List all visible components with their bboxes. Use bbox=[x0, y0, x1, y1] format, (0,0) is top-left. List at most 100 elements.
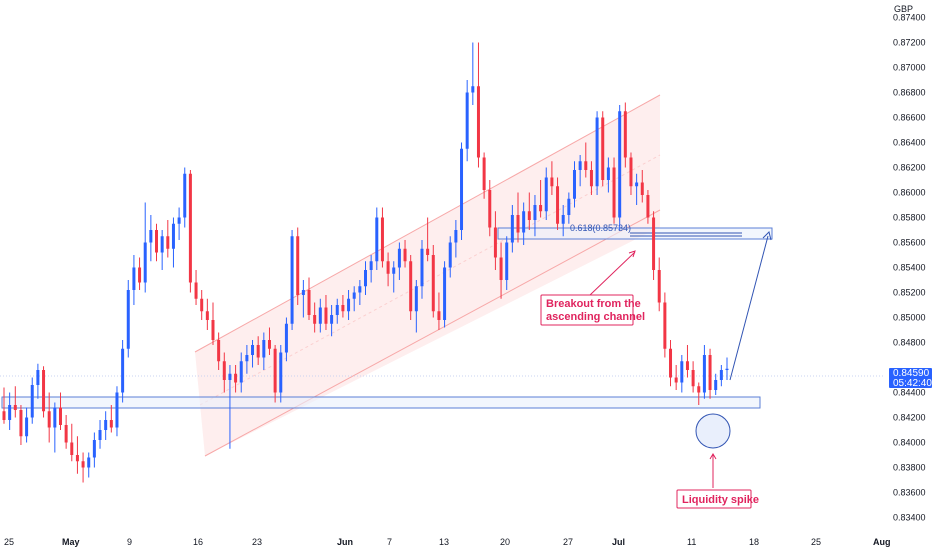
candle-body[interactable] bbox=[437, 311, 441, 320]
candle-body[interactable] bbox=[200, 298, 204, 312]
candle-body[interactable] bbox=[13, 405, 17, 410]
candle-body[interactable] bbox=[64, 425, 68, 443]
candle-body[interactable] bbox=[567, 198, 571, 215]
liquidity-label-box[interactable] bbox=[676, 489, 752, 509]
candle-body[interactable] bbox=[646, 195, 650, 218]
candle-body[interactable] bbox=[578, 161, 582, 170]
candle-body[interactable] bbox=[601, 117, 605, 181]
candle-body[interactable] bbox=[132, 267, 136, 291]
price-axis[interactable] bbox=[884, 0, 932, 530]
candle-body[interactable] bbox=[290, 236, 294, 324]
candle-body[interactable] bbox=[183, 173, 187, 218]
support-zone[interactable] bbox=[1, 396, 761, 409]
candle-body[interactable] bbox=[245, 355, 249, 362]
candle-body[interactable] bbox=[612, 167, 616, 218]
candle-body[interactable] bbox=[584, 161, 588, 170]
candle-body[interactable] bbox=[493, 227, 497, 258]
candle-body[interactable] bbox=[296, 236, 300, 295]
candle-body[interactable] bbox=[595, 117, 599, 187]
candle-body[interactable] bbox=[697, 386, 701, 393]
candle-body[interactable] bbox=[109, 420, 113, 428]
candle-body[interactable] bbox=[47, 411, 51, 428]
candle-body[interactable] bbox=[239, 361, 243, 383]
candle-body[interactable] bbox=[222, 361, 226, 380]
candle-body[interactable] bbox=[539, 205, 543, 212]
candle-body[interactable] bbox=[561, 215, 565, 224]
candle-body[interactable] bbox=[217, 340, 221, 362]
candle-body[interactable] bbox=[635, 182, 639, 187]
candle-body[interactable] bbox=[358, 286, 362, 293]
candle-body[interactable] bbox=[674, 377, 678, 383]
candle-body[interactable] bbox=[533, 205, 537, 220]
candle-body[interactable] bbox=[251, 345, 255, 355]
time-axis[interactable] bbox=[0, 530, 884, 550]
candle-body[interactable] bbox=[488, 190, 492, 228]
candle-body[interactable] bbox=[465, 92, 469, 149]
last-price-badge[interactable]: 0.84590 05:42:40 bbox=[889, 368, 932, 389]
candle-body[interactable] bbox=[301, 290, 305, 295]
candle-body[interactable] bbox=[589, 170, 593, 187]
candle-body[interactable] bbox=[527, 211, 531, 220]
candle-body[interactable] bbox=[550, 177, 554, 187]
candle-body[interactable] bbox=[663, 302, 667, 349]
candle-body[interactable] bbox=[273, 348, 277, 393]
candle-body[interactable] bbox=[685, 361, 689, 370]
candle-body[interactable] bbox=[414, 286, 418, 312]
candle-body[interactable] bbox=[149, 230, 153, 243]
candle-body[interactable] bbox=[364, 270, 367, 287]
breakout-label-box[interactable] bbox=[540, 294, 634, 326]
candle-body[interactable] bbox=[70, 442, 74, 456]
candle-body[interactable] bbox=[42, 370, 46, 412]
candle-body[interactable] bbox=[75, 455, 79, 462]
candle-body[interactable] bbox=[115, 392, 119, 428]
candle-body[interactable] bbox=[92, 440, 96, 458]
candle-body[interactable] bbox=[284, 323, 288, 353]
candle-body[interactable] bbox=[324, 307, 328, 324]
candle-body[interactable] bbox=[510, 215, 514, 243]
candle-body[interactable] bbox=[256, 345, 260, 358]
candle-body[interactable] bbox=[104, 420, 108, 430]
candle-body[interactable] bbox=[623, 111, 627, 158]
candle-body[interactable] bbox=[556, 186, 560, 224]
candle-body[interactable] bbox=[640, 182, 644, 196]
candle-body[interactable] bbox=[25, 417, 29, 437]
candle-body[interactable] bbox=[380, 217, 384, 262]
candle-body[interactable] bbox=[392, 267, 396, 274]
candle-body[interactable] bbox=[53, 407, 57, 428]
candle-body[interactable] bbox=[126, 290, 130, 349]
candle-body[interactable] bbox=[188, 173, 192, 283]
candle-body[interactable] bbox=[138, 267, 142, 283]
candle-body[interactable] bbox=[544, 177, 548, 212]
candle-body[interactable] bbox=[2, 411, 6, 420]
candle-body[interactable] bbox=[313, 315, 317, 324]
candle-body[interactable] bbox=[618, 111, 622, 218]
candle-body[interactable] bbox=[403, 248, 407, 262]
candle-body[interactable] bbox=[505, 242, 509, 281]
candle-body[interactable] bbox=[341, 305, 345, 312]
candle-body[interactable] bbox=[629, 157, 633, 187]
candle-body[interactable] bbox=[708, 355, 712, 390]
candle-body[interactable] bbox=[211, 320, 215, 340]
candle-body[interactable] bbox=[702, 355, 706, 393]
candle-body[interactable] bbox=[228, 373, 232, 380]
candle-body[interactable] bbox=[234, 373, 238, 383]
candle-body[interactable] bbox=[30, 385, 34, 418]
candle-body[interactable] bbox=[58, 407, 62, 426]
candle-body[interactable] bbox=[431, 255, 435, 312]
channel-lower-line[interactable] bbox=[204, 209, 661, 457]
candle-body[interactable] bbox=[155, 230, 159, 253]
candle-body[interactable] bbox=[420, 248, 424, 287]
candle-body[interactable] bbox=[330, 315, 334, 324]
candle-body[interactable] bbox=[454, 230, 458, 243]
candle-body[interactable] bbox=[375, 217, 379, 262]
candle-body[interactable] bbox=[652, 217, 656, 271]
candle-body[interactable] bbox=[369, 261, 373, 270]
candle-body[interactable] bbox=[669, 348, 673, 378]
candle-body[interactable] bbox=[448, 242, 452, 268]
candle-body[interactable] bbox=[572, 170, 576, 199]
candle-body[interactable] bbox=[516, 215, 520, 233]
liquidity-circle[interactable] bbox=[695, 413, 731, 449]
candle-body[interactable] bbox=[318, 307, 322, 324]
candle-body[interactable] bbox=[499, 257, 503, 281]
